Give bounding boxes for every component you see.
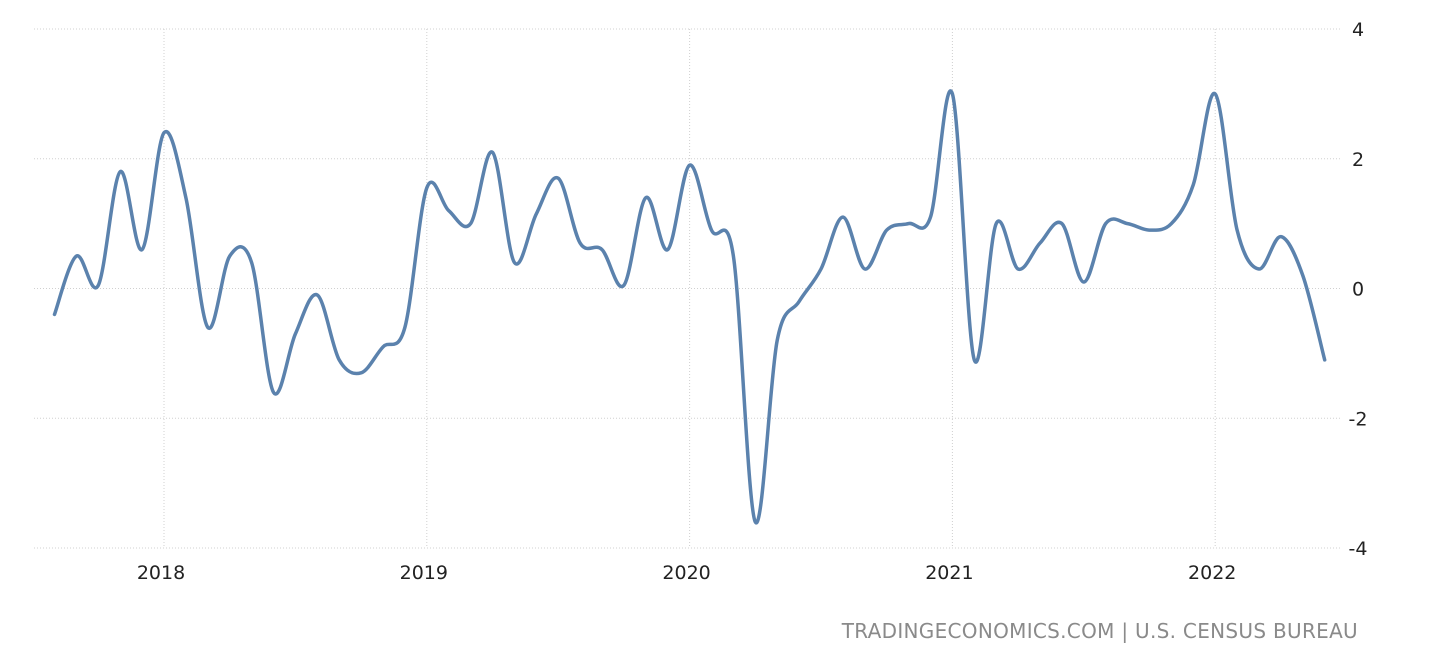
data-point <box>1016 267 1020 271</box>
data-point <box>819 267 823 271</box>
y-tick-label: 2 <box>1352 149 1364 171</box>
x-tick-label: 2019 <box>400 562 448 584</box>
y-tick-label: 0 <box>1352 279 1364 301</box>
data-point <box>885 228 889 232</box>
data-point <box>731 254 735 258</box>
data-point <box>534 212 538 216</box>
y-tick-label: -2 <box>1349 408 1368 430</box>
x-axis-tick-labels: 2018 2019 2020 2021 2022 <box>137 562 1237 584</box>
data-point <box>1191 183 1195 187</box>
data-point <box>118 170 122 174</box>
data-point <box>688 163 692 167</box>
data-point <box>1148 228 1152 232</box>
data-point <box>315 293 319 297</box>
data-point <box>381 345 385 349</box>
data-point <box>469 222 473 226</box>
data-point <box>359 371 363 375</box>
data-point <box>1279 235 1283 239</box>
data-point <box>1213 92 1217 96</box>
data-point <box>1235 228 1239 232</box>
data-point <box>753 520 757 524</box>
data-point <box>1082 280 1086 284</box>
data-point <box>666 248 670 252</box>
x-tick-label: 2021 <box>925 562 973 584</box>
data-point <box>162 131 166 135</box>
data-point <box>447 209 451 213</box>
y-tick-label: 4 <box>1352 19 1364 41</box>
data-point <box>250 261 254 265</box>
data-point <box>74 254 78 258</box>
data-point <box>863 267 867 271</box>
series <box>52 89 1327 525</box>
data-point <box>96 283 100 287</box>
data-point <box>644 196 648 200</box>
data-point <box>184 196 188 200</box>
data-point <box>797 299 801 303</box>
data-point <box>293 332 297 336</box>
data-point <box>775 338 779 342</box>
x-tick-label: 2018 <box>137 562 185 584</box>
data-point <box>907 222 911 226</box>
data-point <box>1038 241 1042 245</box>
data-point <box>491 150 495 154</box>
source-attribution: TRADINGECONOMICS.COM | U.S. CENSUS BUREA… <box>841 619 1358 643</box>
data-point <box>1323 358 1327 362</box>
data-point <box>1126 222 1130 226</box>
data-point <box>337 358 341 362</box>
data-point <box>1257 267 1261 271</box>
data-point <box>841 215 845 219</box>
data-point <box>140 248 144 252</box>
data-point <box>512 261 516 265</box>
data-point <box>1301 274 1305 278</box>
data-point <box>425 186 429 190</box>
data-point <box>228 254 232 258</box>
grid-lines <box>34 28 1340 549</box>
data-point <box>1104 222 1108 226</box>
data-point <box>53 312 57 316</box>
data-point <box>972 358 976 362</box>
data-point <box>578 241 582 245</box>
data-point <box>950 92 954 96</box>
data-point <box>556 176 560 180</box>
series-line <box>52 89 1327 525</box>
data-point <box>622 283 626 287</box>
data-point <box>272 390 276 394</box>
data-point <box>600 248 604 252</box>
data-point <box>1169 222 1173 226</box>
data-point <box>929 215 933 219</box>
y-axis-tick-labels: 4 2 0 -2 -4 <box>1349 19 1368 560</box>
y-tick-label: -4 <box>1349 538 1368 560</box>
data-point <box>403 325 407 329</box>
data-point <box>206 325 210 329</box>
x-tick-label: 2022 <box>1188 562 1236 584</box>
data-point <box>1060 222 1064 226</box>
x-tick-label: 2020 <box>662 562 710 584</box>
data-point <box>710 228 714 232</box>
data-point <box>994 222 998 226</box>
